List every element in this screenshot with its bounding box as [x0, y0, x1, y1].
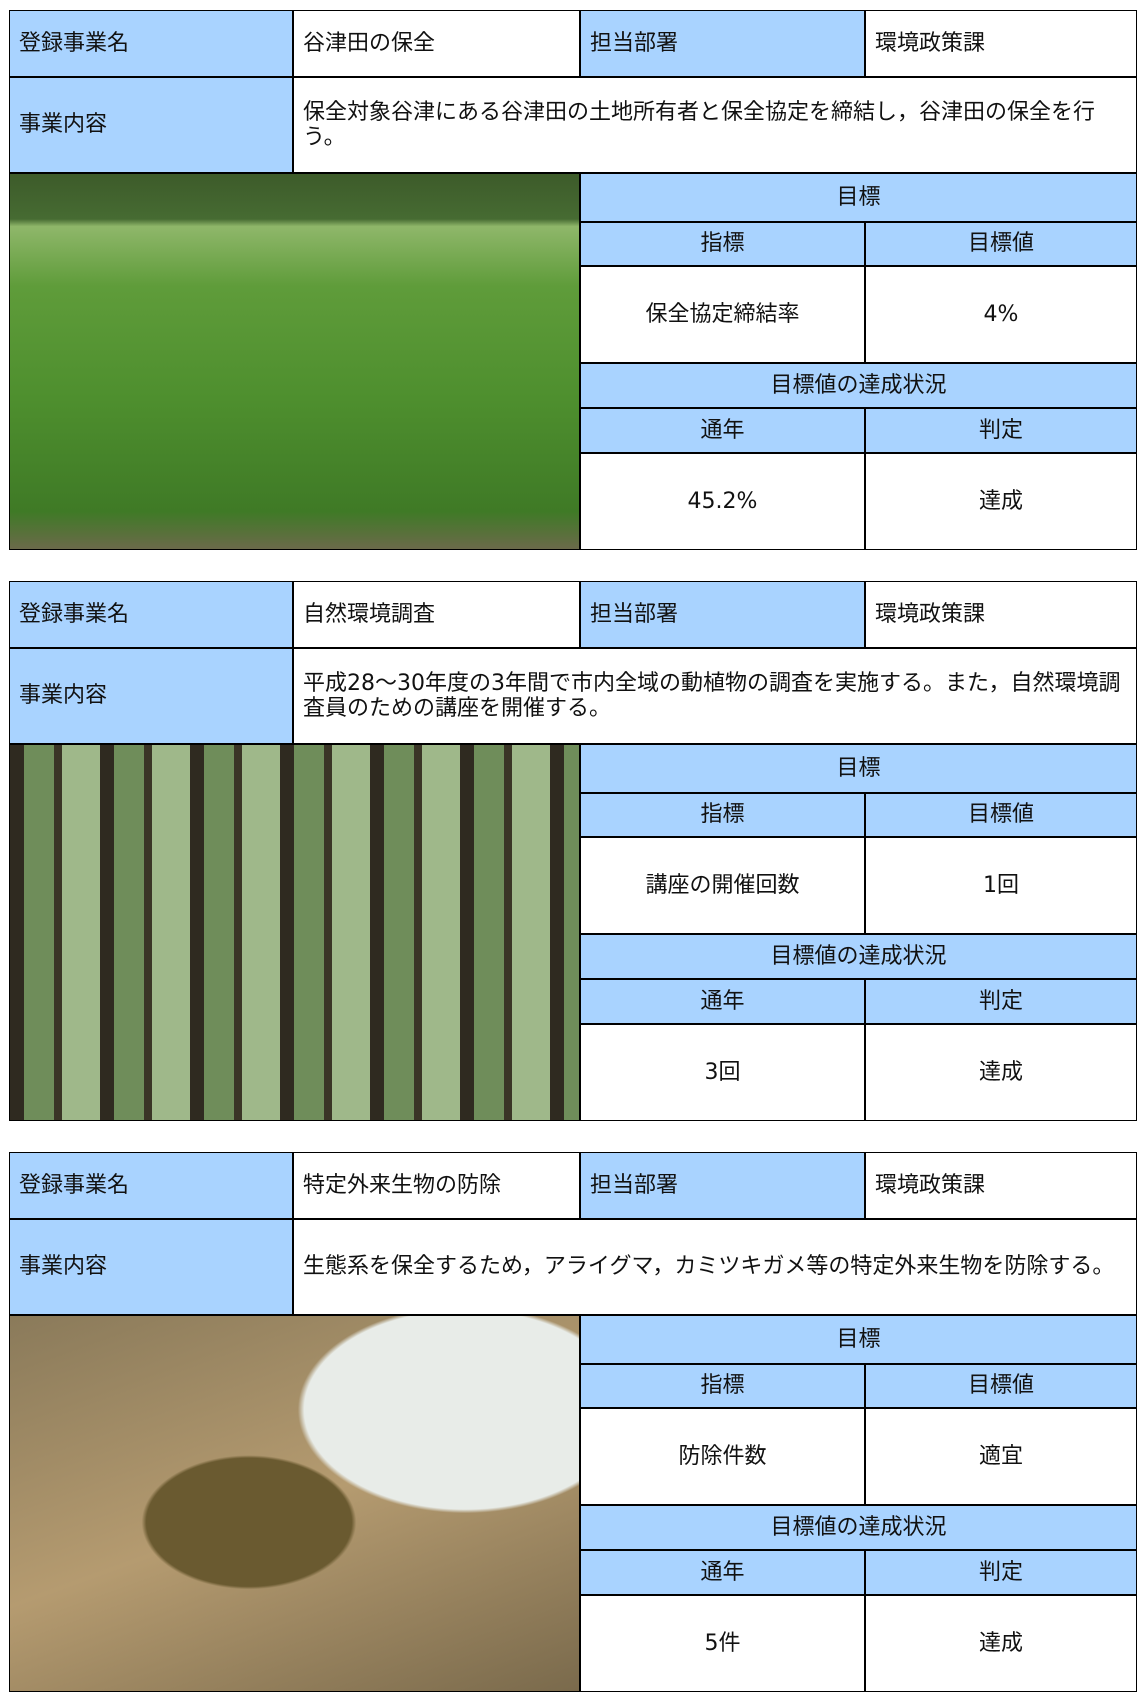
content: 保全対象谷津にある谷津田の土地所有者と保全協定を締結し，谷津田の保全を行う。: [293, 77, 1137, 173]
department-label: 担当部署: [580, 1152, 865, 1219]
name-label: 登録事業名: [9, 581, 293, 648]
year-label: 通年: [580, 408, 865, 453]
judgment-label: 判定: [865, 1550, 1137, 1595]
content: 平成28～30年度の3年間で市内全域の動植物の調査を実施する。また，自然環境調査…: [293, 648, 1137, 744]
name-label: 登録事業名: [9, 1152, 293, 1219]
target-value: 4%: [865, 266, 1137, 363]
judgment: 達成: [865, 1024, 1137, 1121]
department-label: 担当部署: [580, 10, 865, 77]
page: 登録事業名谷津田の保全担当部署環境政策課事業内容保全対象谷津にある谷津田の土地所…: [0, 0, 1139, 1696]
indicator-label: 指標: [580, 793, 865, 837]
content-label: 事業内容: [9, 648, 293, 744]
department-label: 担当部署: [580, 581, 865, 648]
target-value: 適宜: [865, 1408, 1137, 1505]
judgment: 達成: [865, 453, 1137, 550]
judgment-label: 判定: [865, 979, 1137, 1024]
target-value-label: 目標値: [865, 222, 1137, 266]
content-label: 事業内容: [9, 77, 293, 173]
achievement-heading: 目標値の達成状況: [580, 934, 1137, 979]
year-label: 通年: [580, 1550, 865, 1595]
department: 環境政策課: [865, 10, 1137, 77]
department: 環境政策課: [865, 1152, 1137, 1219]
indicator: 講座の開催回数: [580, 837, 865, 934]
indicator: 保全協定締結率: [580, 266, 865, 363]
content: 生態系を保全するため，アライグマ，カミツキガメ等の特定外来生物を防除する。: [293, 1219, 1137, 1315]
name-label: 登録事業名: [9, 10, 293, 77]
project-name: 自然環境調査: [293, 581, 580, 648]
target-value-label: 目標値: [865, 793, 1137, 837]
indicator: 防除件数: [580, 1408, 865, 1505]
department: 環境政策課: [865, 581, 1137, 648]
target-value-label: 目標値: [865, 1364, 1137, 1408]
content-label: 事業内容: [9, 1219, 293, 1315]
judgment: 達成: [865, 1595, 1137, 1692]
project-name: 谷津田の保全: [293, 10, 580, 77]
achievement-heading: 目標値の達成状況: [580, 363, 1137, 408]
target-heading: 目標: [580, 173, 1137, 222]
result: 45.2%: [580, 453, 865, 550]
achievement-heading: 目標値の達成状況: [580, 1505, 1137, 1550]
photo: [9, 744, 580, 1121]
result: 5件: [580, 1595, 865, 1692]
target-heading: 目標: [580, 1315, 1137, 1364]
year-label: 通年: [580, 979, 865, 1024]
indicator-label: 指標: [580, 222, 865, 266]
target-heading: 目標: [580, 744, 1137, 793]
target-value: 1回: [865, 837, 1137, 934]
project-name: 特定外来生物の防除: [293, 1152, 580, 1219]
result: 3回: [580, 1024, 865, 1121]
indicator-label: 指標: [580, 1364, 865, 1408]
judgment-label: 判定: [865, 408, 1137, 453]
photo: [9, 173, 580, 550]
photo: [9, 1315, 580, 1692]
